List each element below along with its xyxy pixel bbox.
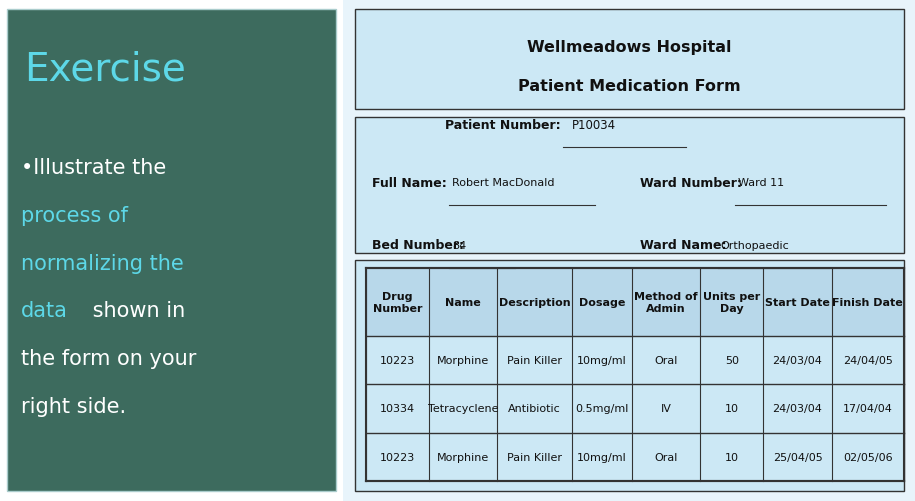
Text: Method of
Admin: Method of Admin [634, 291, 698, 313]
Text: 10mg/ml: 10mg/ml [577, 452, 627, 462]
Text: Description: Description [499, 297, 571, 307]
Text: Ward Number:: Ward Number: [640, 176, 742, 189]
Text: 10223: 10223 [380, 355, 415, 365]
Text: 24/04/05: 24/04/05 [843, 355, 893, 365]
Text: Patient Medication Form: Patient Medication Form [518, 79, 740, 94]
Text: Antibiotic: Antibiotic [509, 404, 561, 413]
Text: •Illustrate the: •Illustrate the [20, 158, 166, 178]
Text: 10223: 10223 [380, 452, 415, 462]
Text: Oral: Oral [654, 452, 678, 462]
Text: 10: 10 [725, 404, 738, 413]
Text: Units per
Day: Units per Day [704, 291, 760, 313]
Text: Orthopaedic: Orthopaedic [721, 240, 790, 250]
Text: Full Name:: Full Name: [371, 176, 447, 189]
Text: process of: process of [20, 205, 127, 225]
Text: 25/04/05: 25/04/05 [772, 452, 823, 462]
Text: 50: 50 [725, 355, 738, 365]
Text: Robert MacDonald: Robert MacDonald [452, 178, 554, 188]
Bar [355, 118, 904, 253]
Text: Drug
Number: Drug Number [372, 291, 422, 313]
Text: 10: 10 [725, 452, 738, 462]
Text: right side.: right side. [20, 396, 125, 416]
Text: Oral: Oral [654, 355, 678, 365]
Text: 84: 84 [452, 240, 466, 250]
Text: Morphine: Morphine [437, 452, 490, 462]
Text: Dosage: Dosage [579, 297, 625, 307]
Text: P10034: P10034 [572, 119, 616, 132]
Text: 24/03/04: 24/03/04 [772, 355, 823, 365]
Text: Name: Name [446, 297, 481, 307]
Text: 02/05/06: 02/05/06 [843, 452, 892, 462]
Text: Morphine: Morphine [437, 355, 490, 365]
Text: 0.5mg/ml: 0.5mg/ml [576, 404, 629, 413]
Text: IV: IV [661, 404, 672, 413]
Text: Finish Date: Finish Date [833, 297, 903, 307]
Text: Pain Killer: Pain Killer [507, 355, 562, 365]
Bar [355, 261, 904, 491]
Text: Bed Number:: Bed Number: [371, 239, 464, 252]
Text: 10mg/ml: 10mg/ml [577, 355, 627, 365]
Bar [355, 10, 904, 110]
Text: Ward 11: Ward 11 [737, 178, 784, 188]
Text: Tetracyclene: Tetracyclene [428, 404, 499, 413]
Text: Patient Number:: Patient Number: [445, 119, 560, 132]
Text: Start Date: Start Date [765, 297, 830, 307]
Text: 24/03/04: 24/03/04 [772, 404, 823, 413]
Text: 17/04/04: 17/04/04 [843, 404, 893, 413]
Text: Exercise: Exercise [24, 50, 186, 88]
Text: Wellmeadows Hospital: Wellmeadows Hospital [527, 40, 731, 55]
Text: normalizing the: normalizing the [20, 253, 183, 273]
Text: Ward Name:: Ward Name: [640, 239, 727, 252]
Text: shown in: shown in [86, 301, 185, 321]
Text: Pain Killer: Pain Killer [507, 452, 562, 462]
Text: the form on your: the form on your [20, 348, 196, 368]
Bar [366, 268, 904, 336]
Text: 10334: 10334 [380, 404, 414, 413]
Text: data: data [20, 301, 68, 321]
